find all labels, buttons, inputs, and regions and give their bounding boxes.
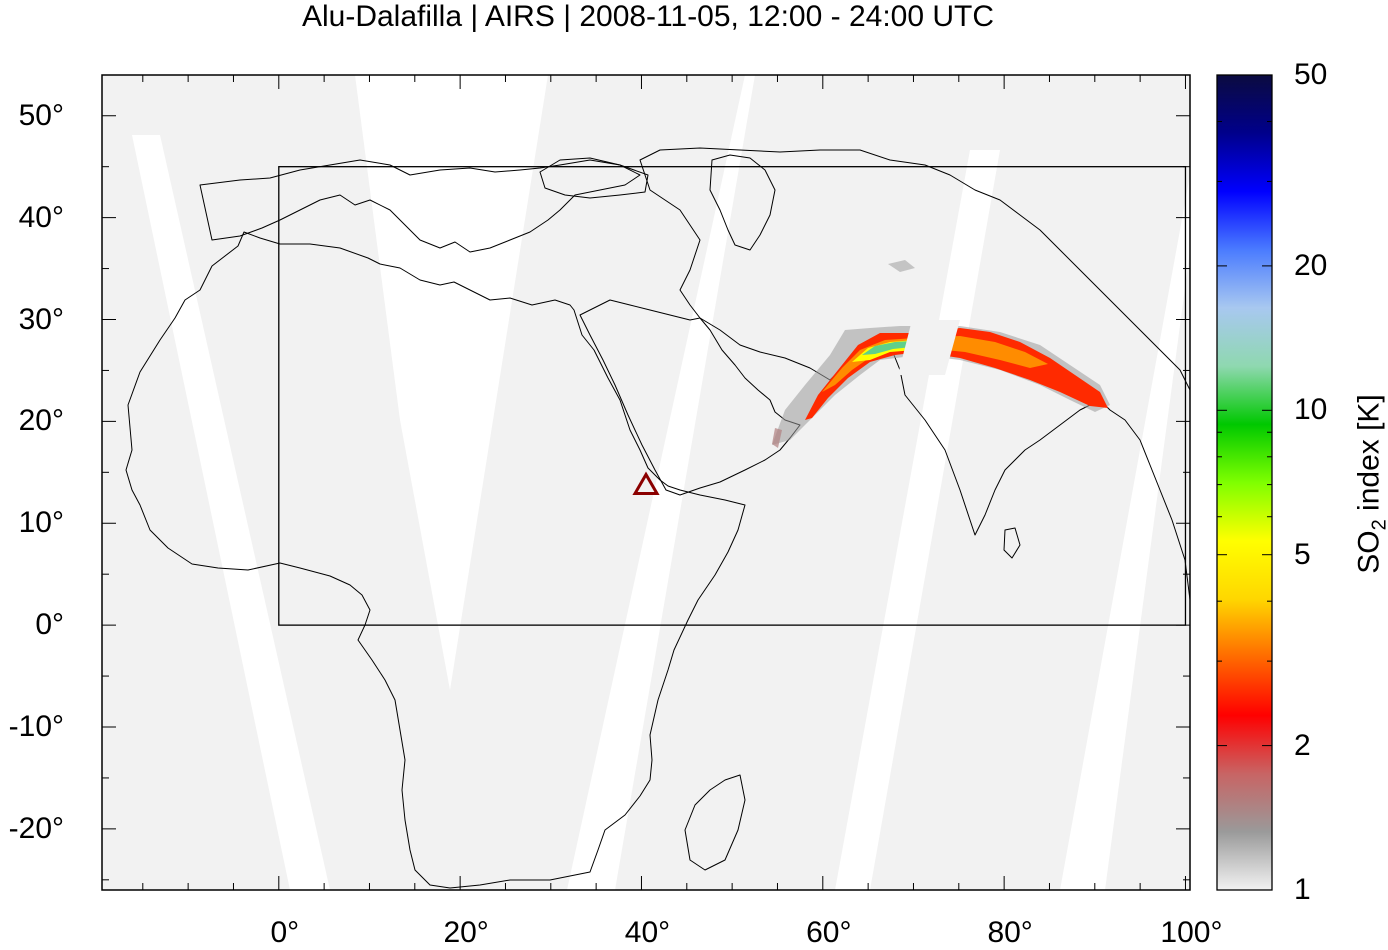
swath-gap-1	[132, 135, 330, 890]
colorbar-tick-label: 20	[1294, 248, 1328, 282]
swath-gap-5	[1060, 175, 1190, 890]
colorbar-frame	[1216, 74, 1273, 891]
volcano-triangle-icon	[632, 471, 660, 496]
colorbar-tick-label: 1	[1294, 873, 1311, 906]
plume-green	[862, 341, 912, 355]
coast-africa	[125, 231, 746, 889]
colorbar-ticks	[1217, 74, 1272, 891]
y-tick-label: 50°	[18, 98, 64, 132]
x-tick-label: 60°	[806, 916, 852, 949]
y-tick-label: -10°	[8, 710, 64, 743]
x-tick-label: 100°	[1160, 916, 1223, 949]
swath-gap-3	[567, 75, 755, 890]
so2-plume	[772, 260, 1110, 448]
x-tick-label: 0°	[270, 916, 300, 949]
x-tick-label: 40°	[624, 916, 671, 949]
coast-europe	[199, 159, 641, 253]
colorbar-tick-label: 2	[1294, 728, 1311, 762]
colorbar-tick-label: 5	[1294, 537, 1311, 571]
y-tick-label: 40°	[18, 200, 64, 234]
y-tick-label: 30°	[18, 302, 64, 336]
y-tick-label: 0°	[35, 608, 64, 642]
region-box	[278, 166, 1187, 626]
swath-gaps	[132, 75, 1190, 890]
map-frame	[101, 74, 1191, 891]
x-tick-label: 80°	[987, 916, 1033, 949]
plume-dust-2	[772, 428, 782, 448]
coast-madagascar	[684, 774, 746, 871]
colorbar-tick-label: 50	[1294, 58, 1328, 91]
coast-blacksea	[539, 157, 649, 199]
colorbar	[1217, 75, 1272, 890]
y-tick-label: 10°	[18, 506, 64, 540]
plume-swath-gap	[898, 320, 960, 375]
colorbar-title: SO2 index [K]	[1352, 394, 1388, 574]
axis-ticks	[102, 75, 1190, 890]
coast-caspian	[709, 154, 776, 251]
swath-gap-2	[355, 75, 548, 690]
plume-dust-1	[888, 260, 915, 272]
y-tick-label: -20°	[8, 811, 64, 845]
plot-title: Alu-Dalafilla | AIRS | 2008-11-05, 12:00…	[301, 0, 995, 33]
y-tick-label: 20°	[18, 404, 64, 438]
colorbar-tick-label: 10	[1294, 393, 1328, 427]
x-tick-label: 20°	[443, 916, 489, 949]
coast-srilanka	[1003, 527, 1021, 559]
